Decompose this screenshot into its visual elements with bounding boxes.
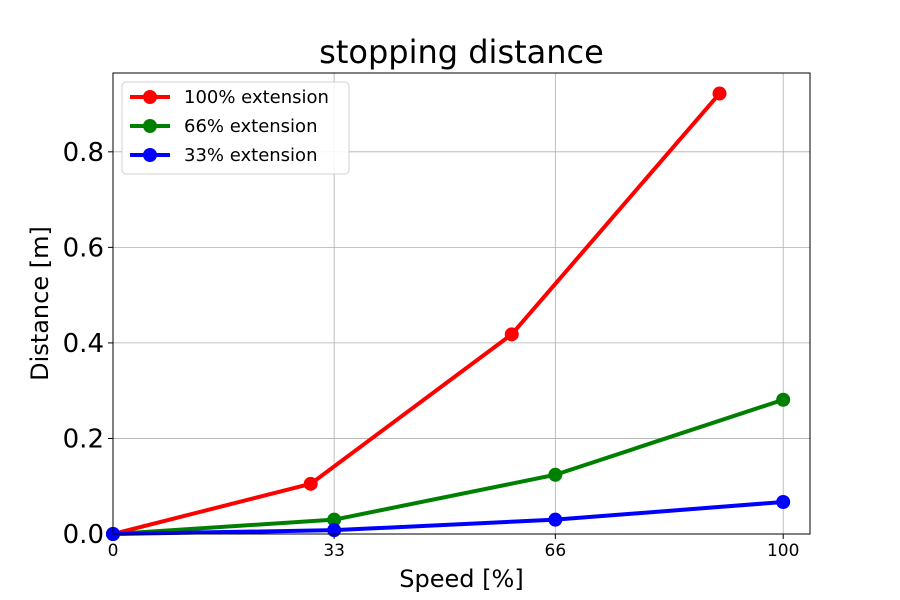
data-point [776, 494, 791, 509]
series-layer [106, 86, 791, 541]
x-tick-label: 0 [108, 541, 119, 561]
series-2 [106, 392, 791, 541]
legend-label: 66% extension [184, 116, 317, 137]
legend-marker [143, 119, 157, 133]
data-point [548, 512, 563, 527]
legend-label: 33% extension [184, 145, 317, 166]
series-line [111, 91, 722, 536]
y-axis-ticks: 0.0 0.2 0.4 0.6 0.8 [63, 138, 113, 550]
series-3 [106, 494, 791, 541]
chart-title: stopping distance [319, 33, 604, 71]
x-tick-label: 66 [545, 541, 567, 561]
x-tick-label: 100 [767, 541, 799, 561]
plot-frame [112, 72, 811, 535]
legend-label: 100% extension [184, 87, 329, 108]
y-axis-label: Distance [m] [26, 226, 54, 381]
data-point [327, 512, 342, 527]
data-point [712, 86, 727, 101]
x-tick-label: 33 [323, 541, 345, 561]
data-point [548, 467, 563, 482]
data-point [327, 523, 342, 538]
y-tick-label: 0.0 [63, 520, 104, 550]
series-line [111, 397, 786, 536]
data-point [776, 392, 791, 407]
legend-marker [143, 148, 157, 162]
legend-frame [121, 81, 350, 175]
legend-marker [143, 90, 157, 104]
y-tick-label: 0.6 [63, 233, 104, 263]
y-tick-label: 0.8 [63, 138, 104, 168]
data-point [303, 476, 318, 491]
series-line [111, 499, 786, 536]
y-tick-label: 0.2 [63, 424, 104, 454]
x-axis-label: Speed [%] [399, 565, 523, 593]
legend: 100% extension 66% extension 33% extension [121, 81, 350, 175]
data-point [504, 327, 519, 342]
x-axis-ticks: 0 33 66 100 [108, 534, 799, 561]
y-tick-label: 0.4 [63, 329, 104, 359]
